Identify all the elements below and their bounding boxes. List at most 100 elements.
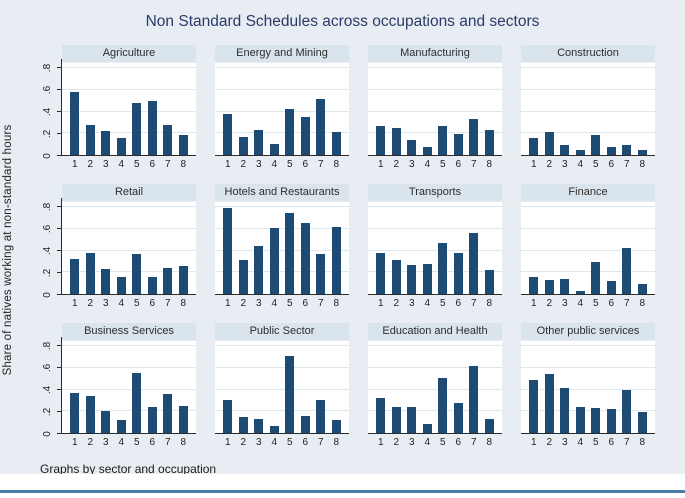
bar xyxy=(544,374,554,433)
bar-slot xyxy=(251,63,267,155)
bar xyxy=(622,248,632,294)
bar-slot xyxy=(98,63,114,155)
bar-slot xyxy=(282,63,298,155)
x-tick-label: 1 xyxy=(377,159,384,170)
y-tick-label: .8 xyxy=(42,63,53,73)
gridline xyxy=(62,67,196,69)
chart-footnote: Graphs by sector and occupation xyxy=(40,462,217,476)
bar-slot xyxy=(573,63,589,155)
bar-slot xyxy=(329,202,345,294)
x-tick-label: 5 xyxy=(592,437,599,448)
x-tick-label: 8 xyxy=(486,437,493,448)
gridline xyxy=(521,345,655,347)
bar-slot xyxy=(114,202,130,294)
y-tick-mark xyxy=(57,294,61,295)
x-tick-label: 5 xyxy=(592,159,599,170)
y-tick-label: 0 xyxy=(42,431,53,437)
bar-slot xyxy=(298,202,314,294)
gridline xyxy=(368,410,502,412)
gridline xyxy=(368,271,502,273)
bar xyxy=(269,426,279,433)
bar-slot xyxy=(435,202,451,294)
bar xyxy=(163,267,173,294)
bar-slot xyxy=(145,202,161,294)
y-tick-mark xyxy=(57,389,61,391)
y-tick-mark xyxy=(57,411,61,413)
bar xyxy=(484,418,494,433)
gridline xyxy=(521,227,655,229)
x-tick-label: 4 xyxy=(424,437,431,448)
x-tick-label: 2 xyxy=(87,159,94,170)
x-tick-label: 5 xyxy=(439,159,446,170)
bar xyxy=(637,284,647,294)
bar-slot xyxy=(619,202,635,294)
bar-slot xyxy=(420,341,436,433)
bar xyxy=(575,406,585,433)
bar-slot xyxy=(588,63,604,155)
bar xyxy=(391,260,401,294)
bar-slot xyxy=(313,202,329,294)
x-tick-label: 2 xyxy=(393,437,400,448)
bar-slot xyxy=(176,63,192,155)
x-tick-label: 7 xyxy=(623,159,630,170)
bar xyxy=(422,263,432,294)
x-tick-label: 1 xyxy=(224,437,231,448)
x-tick-label: 6 xyxy=(608,437,615,448)
x-tick-label: 3 xyxy=(255,159,262,170)
bar xyxy=(132,373,142,433)
bar xyxy=(376,125,386,155)
bar xyxy=(331,132,341,155)
gridline xyxy=(521,132,655,134)
bar-slot xyxy=(404,63,420,155)
bar-slot xyxy=(160,341,176,433)
x-tick-label: 3 xyxy=(408,298,415,309)
bar-slot xyxy=(236,341,252,433)
y-axis-label: Share of natives working at non-standard… xyxy=(2,124,14,376)
gridline xyxy=(62,410,196,412)
bar-slot xyxy=(129,202,145,294)
bar xyxy=(544,279,554,294)
x-tick-label: 6 xyxy=(302,159,309,170)
gridline xyxy=(521,110,655,112)
panel-title: Public Sector xyxy=(215,323,349,340)
bar-slot xyxy=(389,202,405,294)
bar xyxy=(70,259,80,294)
bar-slot xyxy=(67,341,83,433)
y-tick-mark xyxy=(57,89,61,91)
bar-slot xyxy=(267,341,283,433)
panel-title: Construction xyxy=(521,45,655,62)
bar-slot xyxy=(236,202,252,294)
gridline xyxy=(215,345,349,347)
bar xyxy=(147,100,157,155)
gridline xyxy=(215,410,349,412)
bar xyxy=(453,402,463,433)
panel-title: Other public services xyxy=(521,323,655,340)
bar xyxy=(163,124,173,155)
bar xyxy=(316,400,326,433)
y-tick-mark xyxy=(57,367,61,369)
bar-slot xyxy=(313,341,329,433)
gridline xyxy=(62,227,196,229)
bar xyxy=(316,98,326,155)
bar xyxy=(70,392,80,433)
x-tick-label: 7 xyxy=(470,437,477,448)
x-tick-label: 1 xyxy=(71,437,78,448)
bar-slot xyxy=(67,63,83,155)
gridline xyxy=(215,88,349,90)
bar-slot xyxy=(451,202,467,294)
gridline xyxy=(521,206,655,208)
bar-slot xyxy=(573,202,589,294)
x-tick-label: 3 xyxy=(102,298,109,309)
bar-slot xyxy=(83,63,99,155)
bar xyxy=(469,233,479,294)
gridline xyxy=(368,388,502,390)
bar-slot xyxy=(267,202,283,294)
x-tick-label: 1 xyxy=(71,159,78,170)
plot-area xyxy=(62,63,196,156)
bar xyxy=(238,136,248,155)
